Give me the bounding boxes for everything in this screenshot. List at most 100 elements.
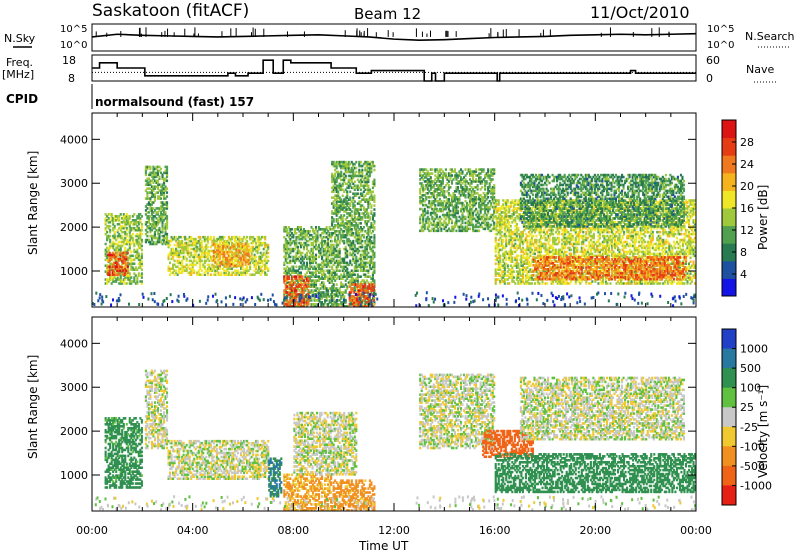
heatmap-cell (261, 255, 264, 259)
heatmap-cell (149, 207, 152, 210)
heatmap-cell (444, 184, 447, 187)
heatmap-cell (365, 305, 368, 307)
heatmap-cell (144, 238, 147, 242)
heatmap-cell (162, 179, 166, 183)
heatmap-cell (429, 192, 432, 195)
heatmap-cell (363, 285, 366, 288)
heatmap-cell (468, 174, 472, 177)
heatmap-cell (165, 238, 169, 242)
heatmap-cell (355, 231, 358, 235)
heatmap-cell (356, 231, 359, 235)
heatmap-cell (332, 283, 335, 286)
heatmap-cell (104, 213, 107, 216)
heatmap-cell (244, 269, 247, 273)
heatmap-cell (335, 289, 338, 292)
heatmap-cell (490, 180, 493, 183)
heatmap-cell (419, 192, 422, 195)
heatmap-cell (165, 220, 169, 224)
heatmap-cell (193, 239, 196, 243)
heatmap-cell (367, 170, 370, 174)
heatmap-cell (324, 259, 327, 263)
heatmap-cell (450, 170, 453, 173)
heatmap-cell (125, 213, 128, 216)
heatmap-cell (431, 182, 434, 185)
heatmap-cell (283, 291, 286, 294)
heatmap-cell (500, 218, 503, 222)
heatmap-cell (121, 220, 124, 224)
heatmap-cell (352, 251, 355, 255)
heatmap-cell (325, 295, 328, 298)
heatmap-cell (118, 248, 121, 252)
heatmap-cell (356, 202, 359, 205)
heatmap-cell (479, 168, 482, 171)
power-heatmap (92, 160, 696, 307)
heatmap-cell (152, 220, 155, 224)
heatmap-cell (108, 251, 111, 255)
heatmap-cell (338, 259, 341, 263)
heatmap-cell (347, 180, 350, 184)
heatmap-cell (349, 208, 352, 211)
heatmap-cell (332, 245, 335, 249)
heatmap-cell (298, 279, 301, 282)
heatmap-cell (347, 206, 350, 209)
heatmap-cell (221, 252, 224, 256)
heatmap-cell (289, 301, 292, 304)
heatmap-cell (440, 217, 443, 221)
heatmap-cell (147, 226, 150, 230)
heatmap-cell (446, 211, 449, 215)
heatmap-cell (196, 241, 199, 245)
heatmap-cell (340, 235, 343, 239)
heatmap-cell (328, 295, 331, 298)
heatmap-cell (125, 255, 128, 259)
heatmap-cell (426, 192, 429, 195)
heatmap-cell (133, 226, 136, 230)
heatmap-cell (455, 201, 458, 205)
heatmap-cell (193, 247, 196, 251)
heatmap-cell (128, 236, 131, 240)
heatmap-cell (438, 180, 441, 183)
heatmap-cell (343, 265, 346, 269)
heatmap-cell (190, 253, 193, 257)
heatmap-cell (155, 171, 158, 175)
heatmap-cell (156, 230, 160, 234)
heatmap-cell (344, 227, 347, 231)
heatmap-cell (353, 188, 356, 192)
heatmap-cell (419, 190, 422, 193)
heatmap-cell (364, 251, 367, 255)
heatmap-cell (115, 278, 118, 281)
heatmap-cell (490, 168, 493, 171)
heatmap-cell (307, 249, 310, 253)
heatmap-cell (178, 271, 181, 275)
heatmap-cell (332, 196, 335, 199)
heatmap-cell (299, 303, 302, 306)
heatmap-cell (319, 251, 322, 255)
heatmap-cell (472, 205, 475, 209)
heatmap-cell (178, 269, 181, 273)
heatmap-cell (352, 182, 355, 186)
heatmap-cell (203, 273, 206, 276)
heatmap-cell (244, 262, 247, 266)
heatmap-cell (447, 197, 450, 201)
heatmap-cell (137, 240, 140, 244)
heatmap-cell (346, 263, 349, 267)
heatmap-cell (128, 232, 131, 236)
heatmap-cell (206, 255, 209, 259)
heatmap-cell (304, 277, 307, 280)
heatmap-cell (449, 217, 452, 221)
heatmap-cell (140, 232, 143, 236)
heatmap-cell (349, 182, 352, 186)
heatmap-cell (185, 257, 188, 261)
heatmap-cell (158, 189, 161, 192)
heatmap-cell (184, 265, 187, 269)
heatmap-cell (496, 256, 499, 260)
heatmap-cell (146, 226, 149, 230)
heatmap-cell (203, 251, 206, 255)
heatmap-cell (295, 279, 298, 282)
heatmap-cell (356, 301, 359, 304)
heatmap-cell (338, 174, 341, 178)
heatmap-cell (484, 207, 487, 211)
heatmap-cell (187, 253, 190, 257)
heatmap-cell (324, 287, 327, 290)
heatmap-cell (107, 248, 110, 252)
heatmap-cell (185, 241, 188, 245)
